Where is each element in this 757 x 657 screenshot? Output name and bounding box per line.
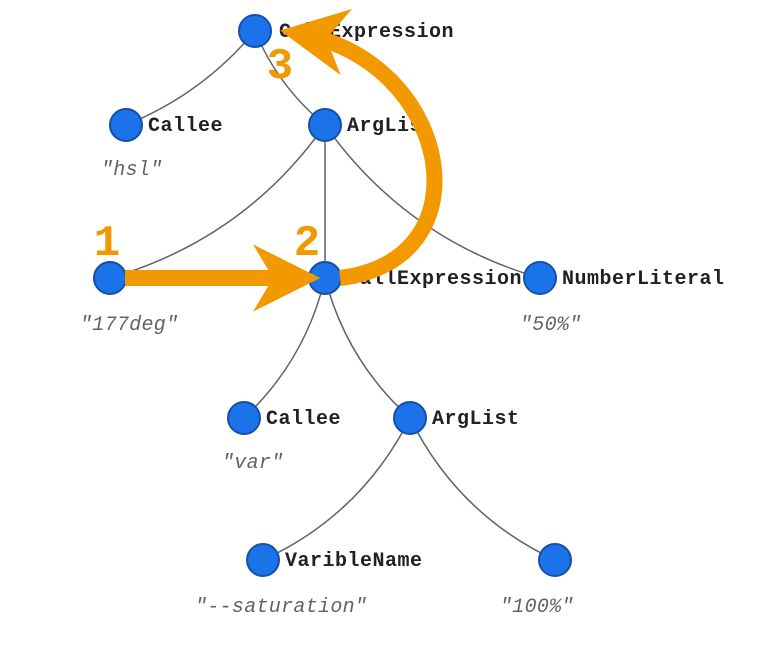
step-number-3: 3 [267, 42, 293, 92]
step-number-2: 2 [294, 219, 320, 269]
node-label-varname: VaribleName [285, 550, 423, 573]
node-label-callee2: Callee [266, 408, 341, 431]
node-callee1: Callee "hsl" [101, 109, 223, 182]
node-circle-varname [247, 544, 279, 576]
node-circle-arglist2 [394, 402, 426, 434]
edge-arglist1-numlit1 [110, 125, 325, 278]
step-number-1: 1 [94, 219, 120, 269]
node-unk: "100%" [500, 544, 574, 619]
edge-callexp2-callee2 [244, 278, 325, 418]
node-circle-callee1 [110, 109, 142, 141]
node-circle-arglist1 [309, 109, 341, 141]
steps-layer: 1 2 3 [94, 42, 320, 269]
node-value-callee1: "hsl" [101, 159, 163, 182]
node-numlit2: NumberLiteral "50%" [520, 262, 725, 337]
node-value-numlit2: "50%" [520, 314, 582, 337]
node-label-callee1: Callee [148, 115, 223, 138]
edge-callexp2-arglist2 [325, 278, 410, 418]
edge-root-callee1 [126, 31, 255, 125]
node-varname: VaribleName "--saturation" [195, 544, 423, 619]
node-value-unk: "100%" [500, 596, 574, 619]
node-circle-callee2 [228, 402, 260, 434]
node-label-numlit2: NumberLiteral [562, 268, 725, 291]
node-circle-numlit2 [524, 262, 556, 294]
edge-arglist2-varname [263, 418, 410, 560]
edge-arglist2-unk [410, 418, 555, 560]
node-label-arglist2: ArgList [432, 408, 520, 431]
node-callee2: Callee "var" [222, 402, 341, 475]
node-circle-unk [539, 544, 571, 576]
node-value-callee2: "var" [222, 452, 284, 475]
node-arglist1: ArgLis [309, 109, 422, 141]
ast-diagram: CallExpressionCallee"hsl"ArgLis"177deg"C… [0, 0, 757, 657]
node-arglist2: ArgList [394, 402, 520, 434]
node-value-numlit1: "177deg" [80, 314, 178, 337]
node-value-varname: "--saturation" [195, 596, 367, 619]
